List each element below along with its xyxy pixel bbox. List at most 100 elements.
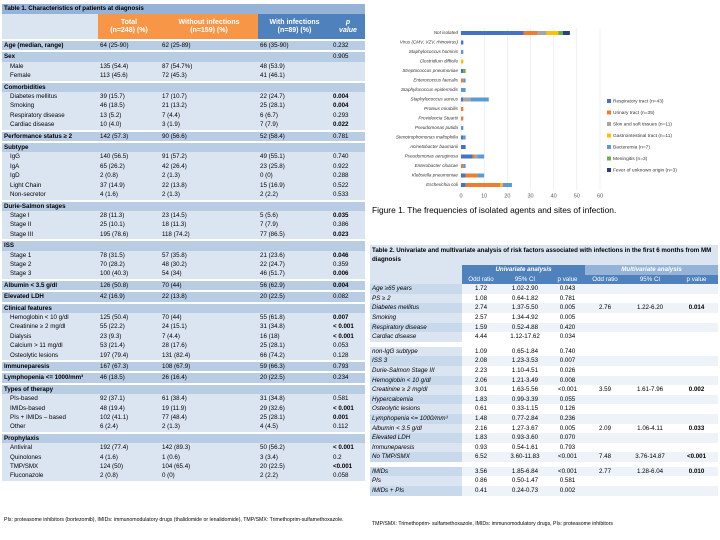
header-title: Without infections bbox=[178, 18, 240, 26]
footnote: PIs: proteasome inhibitors (bortezomib),… bbox=[4, 517, 344, 523]
cell: 1.85-6.84 bbox=[500, 466, 550, 477]
bar-segment bbox=[461, 97, 464, 102]
bar-segment bbox=[474, 154, 478, 159]
cell: 2.16 bbox=[474, 424, 488, 432]
cell: 0.001 bbox=[331, 413, 365, 423]
cell: 0.046 bbox=[331, 250, 365, 260]
bar-segment bbox=[477, 154, 485, 159]
x-tick-label: 50 bbox=[574, 193, 580, 199]
cell: 52 (58.4) bbox=[258, 129, 331, 143]
row-label: ISS bbox=[2, 239, 98, 251]
cell bbox=[675, 313, 718, 323]
table-2: Table 2. Univariate and multivariate ana… bbox=[370, 245, 719, 496]
header-row: Total (n=248) (%) Without infections (n=159… bbox=[2, 14, 365, 40]
cell bbox=[98, 80, 160, 93]
cell bbox=[675, 356, 719, 366]
cell: 29 (32.6) bbox=[258, 403, 331, 414]
cell: 0.293 bbox=[331, 110, 365, 121]
cell: 90 (56.6) bbox=[160, 129, 258, 143]
cell bbox=[585, 413, 626, 424]
spacer-cell bbox=[370, 461, 719, 467]
row-label: Respiratory disease bbox=[370, 322, 462, 333]
cell: 25 (28.1) bbox=[258, 101, 331, 111]
y-tick-label: Clostridium difficile bbox=[420, 59, 459, 64]
cell bbox=[98, 431, 160, 444]
cell: 0.034 bbox=[559, 333, 576, 341]
x-tick-label: 30 bbox=[527, 193, 533, 199]
section-row: Prophylaxis bbox=[2, 431, 365, 444]
cell bbox=[585, 486, 626, 496]
row: Respiratory disease 1.59 0.52-4.88 0.420 bbox=[370, 322, 719, 333]
section-row: ISS bbox=[2, 239, 365, 251]
cell: 0.010 bbox=[675, 466, 719, 477]
cell: 4.44 bbox=[474, 333, 488, 341]
group-row: Univariate analysis Multivariate analysis bbox=[370, 265, 719, 275]
cell: 0.005 bbox=[559, 313, 576, 321]
cell: 0.2 bbox=[331, 452, 365, 463]
cell: 3 (1.9) bbox=[160, 120, 258, 131]
bar-segment bbox=[470, 97, 489, 102]
cell: 0.070 bbox=[550, 433, 586, 443]
cell: 4 (4.5) bbox=[258, 422, 331, 433]
row-label: Male bbox=[2, 61, 98, 72]
cell bbox=[625, 313, 675, 323]
cell: 135 (54.4) bbox=[98, 61, 160, 72]
row: Age ≥65 years 1.72 1.02-2.90 0.043 bbox=[370, 284, 719, 294]
header-cell bbox=[370, 265, 462, 275]
cell: 108 (67.9) bbox=[160, 359, 258, 373]
cell bbox=[585, 332, 625, 342]
cell bbox=[331, 382, 365, 395]
cell bbox=[331, 71, 365, 82]
cell: <0.001 bbox=[550, 452, 586, 462]
cell bbox=[625, 366, 675, 376]
cell: 1.10-4.51 bbox=[511, 366, 539, 374]
cell: 24 (15.1) bbox=[160, 322, 258, 332]
cell bbox=[98, 141, 160, 153]
cell: <0.001 bbox=[675, 452, 719, 462]
row: Stage 3 100 (40.3) 54 (34) 46 (51.7) 0.006 bbox=[2, 269, 365, 280]
cell: 65 (26.2) bbox=[98, 161, 160, 172]
row: Smoking 2.57 1.34-4.92 0.005 bbox=[370, 312, 718, 323]
cell: 28 (17.6) bbox=[160, 341, 258, 351]
cell: 70 (44) bbox=[160, 312, 258, 323]
legend-label: Meningitis (n=3) bbox=[613, 156, 648, 162]
cell: 21 (23.6) bbox=[258, 250, 331, 260]
cell bbox=[675, 433, 719, 443]
cell bbox=[585, 476, 625, 486]
row-label: Female bbox=[2, 71, 98, 82]
spacer bbox=[370, 341, 719, 347]
cell: 102 (41.1) bbox=[98, 413, 160, 423]
section-row: Age (median, range) 64 (25-90) 62 (25-89) 6… bbox=[2, 38, 365, 52]
cell: 2 (0.8) bbox=[98, 471, 160, 481]
cell: 0.026 bbox=[559, 366, 576, 374]
cell: 0.232 bbox=[331, 38, 365, 52]
column-header: 95% CI bbox=[500, 274, 550, 285]
cell bbox=[98, 301, 160, 313]
cell bbox=[675, 366, 718, 376]
row-label: Age ≥65 years bbox=[370, 284, 462, 294]
column-header: Odd ratio bbox=[585, 274, 626, 285]
cell: <0.001 bbox=[557, 386, 578, 394]
cell: 13 (5.2) bbox=[98, 110, 160, 121]
row-label: Dialysis bbox=[2, 331, 98, 342]
cell bbox=[585, 366, 625, 376]
row: Stage II 25 (10.1) 18 (11.3) 7 (7.9) 0.386 bbox=[2, 220, 365, 230]
cell: 140 (56.5) bbox=[98, 152, 160, 162]
legend-swatch bbox=[607, 156, 611, 161]
cell: 1.27-3.67 bbox=[511, 424, 539, 432]
row-label: Lymphopenia <= 1000/mm³ bbox=[2, 371, 98, 384]
cell bbox=[675, 347, 718, 357]
cell: 7 (4.4) bbox=[160, 110, 258, 121]
legend-swatch bbox=[607, 99, 611, 103]
row-label: Diabetes mellitus bbox=[370, 303, 462, 313]
cell: 2.06 bbox=[462, 375, 500, 386]
cell: 0.005 bbox=[550, 303, 586, 313]
cell: 31 (34.8) bbox=[258, 394, 331, 404]
cell bbox=[625, 347, 675, 357]
row: Diabetes mellitus 2.74 1.37-5.50 0.005 2.76 1… bbox=[370, 303, 719, 313]
y-tick-label: Proteus mirabilis bbox=[424, 106, 459, 111]
row-label: Smoking bbox=[370, 312, 462, 323]
cell: 0.24-0.73 bbox=[500, 486, 550, 496]
cell: 0.52-4.88 bbox=[500, 322, 550, 333]
cell: 0.112 bbox=[331, 422, 365, 433]
